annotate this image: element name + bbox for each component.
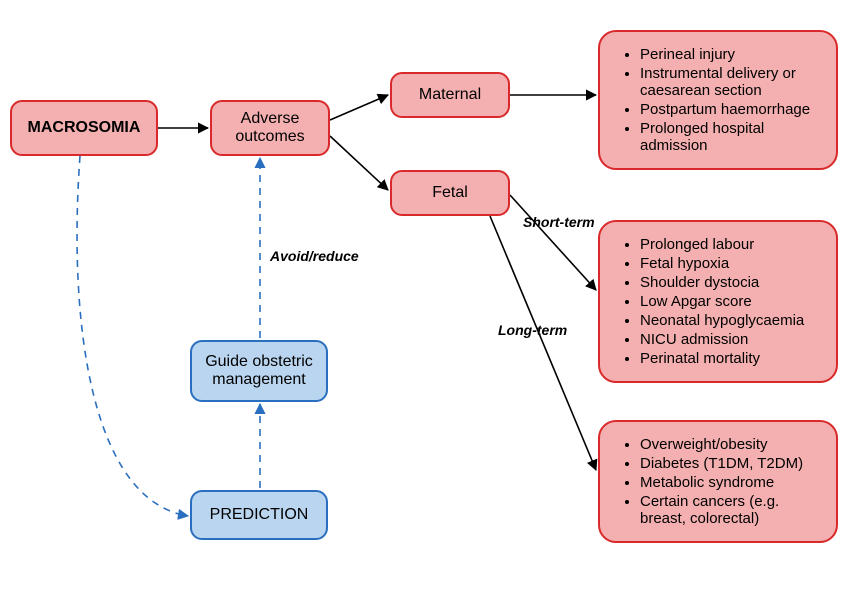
node-guide-management: Guide obstetric management [190,340,328,402]
list-maternal-outcomes: Perineal injury Instrumental delivery or … [598,30,838,170]
node-maternal-label: Maternal [419,86,481,104]
list-item: Postpartum haemorrhage [640,101,818,118]
edge-solid [330,136,388,190]
node-macrosomia-label: MACROSOMIA [28,119,141,137]
edge-solid [490,216,596,470]
list-item: Prolonged hospital admission [640,120,818,154]
node-fetal-label: Fetal [432,184,468,202]
edge-solid [510,195,596,290]
list-item: Instrumental delivery or caesarean secti… [640,65,818,99]
edge-label-long-term: Long-term [498,322,567,338]
list-item: Metabolic syndrome [640,474,818,491]
list-item: Overweight/obesity [640,436,818,453]
edge-solid [330,95,388,120]
edge-label-avoid-reduce: Avoid/reduce [270,248,359,264]
node-prediction-label: PREDICTION [210,506,309,524]
node-fetal: Fetal [390,170,510,216]
list-fetal-long-term: Overweight/obesity Diabetes (T1DM, T2DM) M… [598,420,838,543]
node-prediction: PREDICTION [190,490,328,540]
list-item: Perinatal mortality [640,350,818,367]
list-item: NICU admission [640,331,818,348]
node-guide-label: Guide obstetric management [200,353,318,389]
list-item: Shoulder dystocia [640,274,818,291]
node-adverse-outcomes: Adverse outcomes [210,100,330,156]
list-item: Low Apgar score [640,293,818,310]
node-macrosomia: MACROSOMIA [10,100,158,156]
node-maternal: Maternal [390,72,510,118]
list-item: Diabetes (T1DM, T2DM) [640,455,818,472]
list-item: Fetal hypoxia [640,255,818,272]
node-adverse-label: Adverse outcomes [220,110,320,146]
list-item: Neonatal hypoglycaemia [640,312,818,329]
list-item: Prolonged labour [640,236,818,253]
edge-label-short-term: Short-term [523,214,595,230]
list-fetal-short-term: Prolonged labour Fetal hypoxia Shoulder dy… [598,220,838,383]
edge-dashed [77,156,188,516]
list-item: Perineal injury [640,46,818,63]
list-item: Certain cancers (e.g. breast, colorectal… [640,493,818,527]
